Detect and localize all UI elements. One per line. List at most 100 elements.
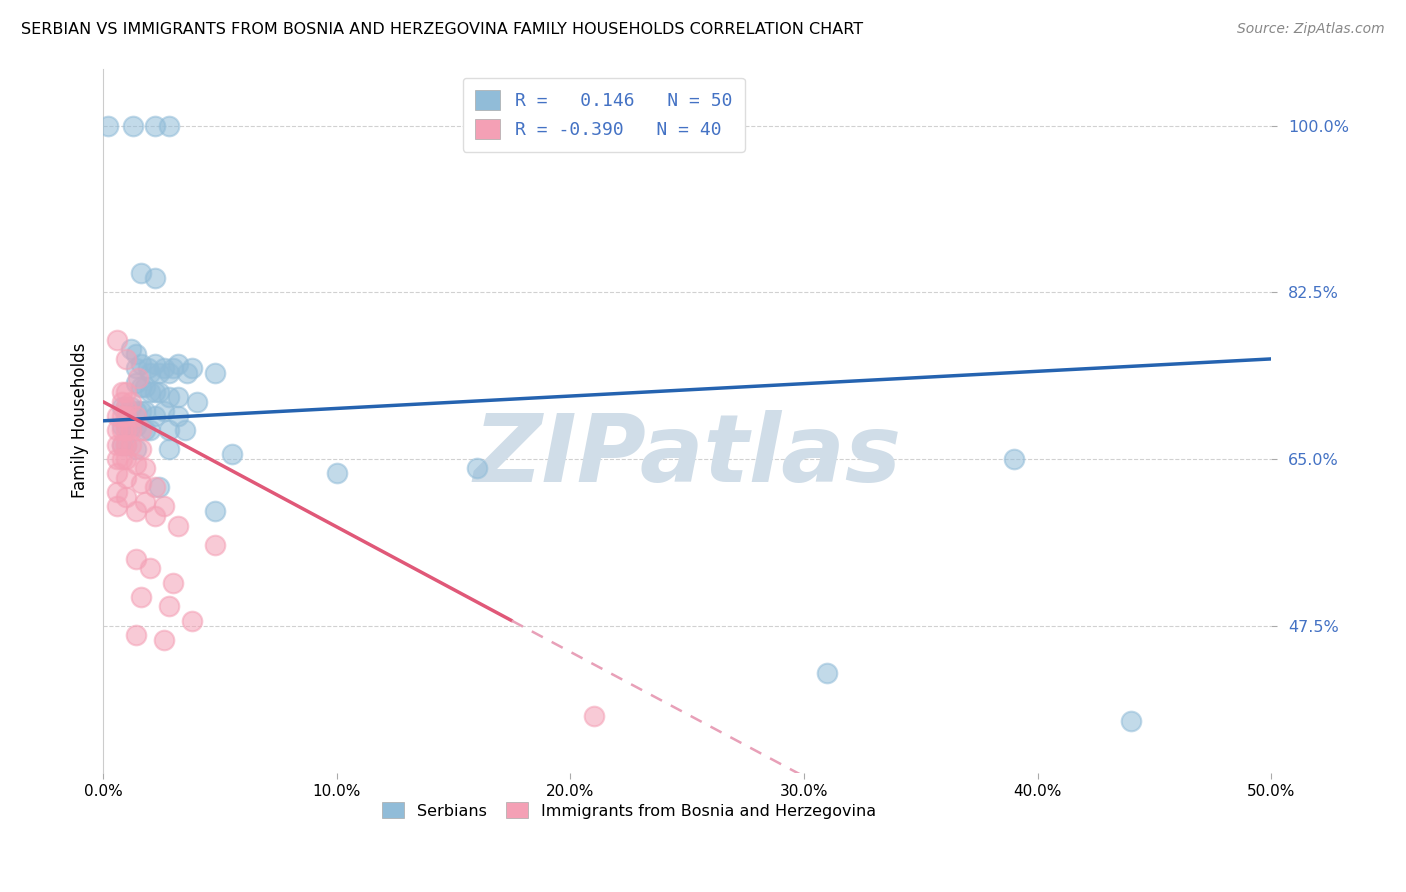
Point (167, 390, 190, 404)
Point (120, 394, 142, 409)
Point (162, 361, 184, 376)
Point (167, 518, 190, 533)
Point (115, 351, 138, 366)
Point (125, 418, 148, 433)
Point (143, 480, 166, 494)
Point (162, 575, 184, 590)
Point (221, 447, 243, 461)
Point (167, 409, 190, 423)
Point (125, 457, 148, 471)
Point (143, 385, 166, 400)
Point (129, 380, 152, 394)
Point (129, 475, 152, 490)
Text: SERBIAN VS IMMIGRANTS FROM BOSNIA AND HERZEGOVINA FAMILY HOUSEHOLDS CORRELATION : SERBIAN VS IMMIGRANTS FROM BOSNIA AND HE… (21, 22, 863, 37)
Point (174, 423, 197, 437)
Point (148, 366, 170, 380)
Point (134, 461, 156, 475)
Point (105, 451, 128, 466)
Point (129, 423, 152, 437)
Point (120, 437, 142, 451)
Point (139, 561, 162, 575)
Point (204, 504, 226, 518)
Point (134, 423, 156, 437)
Point (115, 400, 138, 414)
Point (105, 485, 128, 500)
Point (148, 385, 170, 400)
Point (157, 366, 180, 380)
Point (139, 423, 162, 437)
Point (153, 632, 176, 647)
Point (536, 119, 558, 133)
Point (157, 390, 180, 404)
Point (125, 628, 148, 642)
Point (134, 404, 156, 418)
Point (1119, 714, 1142, 728)
Point (465, 461, 488, 475)
Point (115, 471, 138, 485)
Point (157, 442, 180, 457)
Point (122, 119, 145, 133)
Point (180, 361, 202, 376)
Point (115, 418, 138, 433)
Point (115, 451, 138, 466)
Point (115, 385, 138, 400)
Point (115, 437, 138, 451)
Point (125, 347, 148, 361)
Point (148, 480, 170, 494)
Point (111, 409, 134, 423)
Point (129, 266, 152, 280)
Point (325, 466, 347, 480)
Point (127, 371, 149, 385)
Point (115, 423, 138, 437)
Point (105, 409, 128, 423)
Point (105, 466, 128, 480)
Point (125, 376, 148, 390)
Point (129, 590, 152, 604)
Point (180, 614, 202, 628)
Point (120, 343, 142, 357)
Point (111, 451, 134, 466)
Point (153, 361, 176, 376)
Point (115, 400, 138, 414)
Point (105, 500, 128, 514)
Point (143, 271, 166, 285)
Point (115, 490, 138, 504)
Point (139, 385, 162, 400)
Point (111, 394, 134, 409)
Point (115, 409, 138, 423)
Point (167, 357, 190, 371)
Y-axis label: Family Households: Family Households (72, 343, 89, 499)
Point (111, 418, 134, 433)
Point (111, 385, 134, 400)
Point (129, 357, 152, 371)
Point (129, 442, 152, 457)
Point (120, 423, 142, 437)
Point (815, 666, 838, 681)
Point (136, 361, 159, 376)
Point (115, 437, 138, 451)
Point (125, 361, 148, 376)
Point (111, 437, 134, 451)
Point (105, 437, 128, 451)
Point (186, 394, 208, 409)
Point (125, 504, 148, 518)
Text: Source: ZipAtlas.com: Source: ZipAtlas.com (1237, 22, 1385, 37)
Point (97, 119, 120, 133)
Point (125, 442, 148, 457)
Point (153, 404, 176, 418)
Text: ZIPatlas: ZIPatlas (472, 410, 901, 502)
Point (111, 437, 134, 451)
Point (120, 418, 142, 433)
Point (153, 500, 176, 514)
Point (204, 538, 226, 552)
Point (134, 380, 156, 394)
Point (176, 366, 198, 380)
Point (111, 400, 134, 414)
Point (1002, 451, 1025, 466)
Point (105, 423, 128, 437)
Point (139, 366, 162, 380)
Point (157, 423, 180, 437)
Point (157, 599, 180, 614)
Point (105, 333, 128, 347)
Point (125, 409, 148, 423)
